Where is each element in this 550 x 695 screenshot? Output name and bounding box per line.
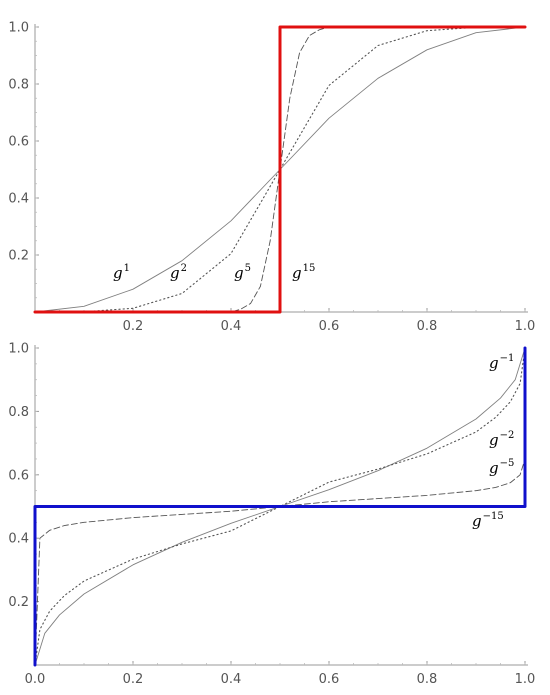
x-tick-label: 0.2 — [123, 672, 144, 687]
y-tick-label: 0.6 — [8, 468, 29, 483]
y-tick-label: 0.4 — [8, 532, 29, 547]
series-label-exponent: 2 — [181, 263, 187, 274]
y-tick-label: 1.0 — [8, 342, 29, 357]
series-label-g2: g2 — [170, 263, 187, 282]
series-label-exponent: −2 — [500, 430, 515, 441]
x-tick-label: 0.0 — [25, 672, 46, 687]
series-label-base: g — [292, 264, 302, 282]
series-label-exponent: 5 — [245, 263, 251, 274]
series-label-base: g — [113, 264, 123, 282]
x-tick-label: 1.0 — [515, 319, 536, 334]
series-label-base: g — [472, 512, 482, 530]
x-tick-label: 0.4 — [221, 672, 242, 687]
series-label-exponent: −5 — [500, 458, 515, 469]
x-tick-label: 1.0 — [515, 672, 536, 687]
y-tick-label: 0.2 — [8, 595, 29, 610]
x-tick-label: 0.2 — [123, 319, 144, 334]
series-line-g15 — [33, 25, 527, 314]
y-tick-label: 0.2 — [8, 249, 29, 264]
series-label-exponent: −15 — [483, 511, 504, 522]
series-label-g-2: g−2 — [489, 430, 514, 449]
series-line-g-15 — [33, 346, 527, 667]
series-label-g-5: g−5 — [489, 458, 514, 477]
x-tick-label: 0.4 — [221, 319, 242, 334]
series-label-base: g — [489, 431, 499, 449]
y-tick-label: 1.0 — [8, 21, 29, 36]
bottom-chart-panel: 0.0 0.2 0.4 0.6 0.8 1.00.20.40.60.81.0g−1g−2g… — [8, 342, 535, 688]
series-label-g5: g5 — [234, 263, 251, 282]
series-label-g-15: g−15 — [472, 511, 504, 530]
series-label-g-1: g−1 — [489, 353, 514, 372]
top-chart-panel: 0.2 0.4 0.6 0.8 1.00.20.40.60.81.0g1 g2 g5 g15 — [8, 21, 535, 335]
series-label-base: g — [489, 459, 499, 477]
series-label-base: g — [489, 354, 499, 372]
y-tick-label: 0.4 — [8, 192, 29, 207]
y-tick-label: 0.6 — [8, 135, 29, 150]
x-tick-label: 0.8 — [417, 319, 438, 334]
series-line-g-2 — [34, 347, 526, 666]
series-label-g1: g1 — [113, 263, 130, 282]
series-label-base: g — [234, 264, 244, 282]
series-label-g15: g15 — [292, 263, 315, 282]
series-label-exponent: 1 — [124, 263, 130, 274]
series-label-base: g — [170, 264, 180, 282]
series-line-g2 — [34, 26, 526, 313]
series-label-exponent: −1 — [500, 353, 515, 364]
x-tick-label: 0.6 — [319, 672, 340, 687]
series-line-g-5 — [34, 458, 526, 666]
y-tick-label: 0.8 — [8, 78, 29, 93]
x-tick-label: 0.6 — [319, 319, 340, 334]
x-tick-label: 0.8 — [417, 672, 438, 687]
series-label-exponent: 15 — [303, 263, 316, 274]
y-tick-label: 0.8 — [8, 405, 29, 420]
